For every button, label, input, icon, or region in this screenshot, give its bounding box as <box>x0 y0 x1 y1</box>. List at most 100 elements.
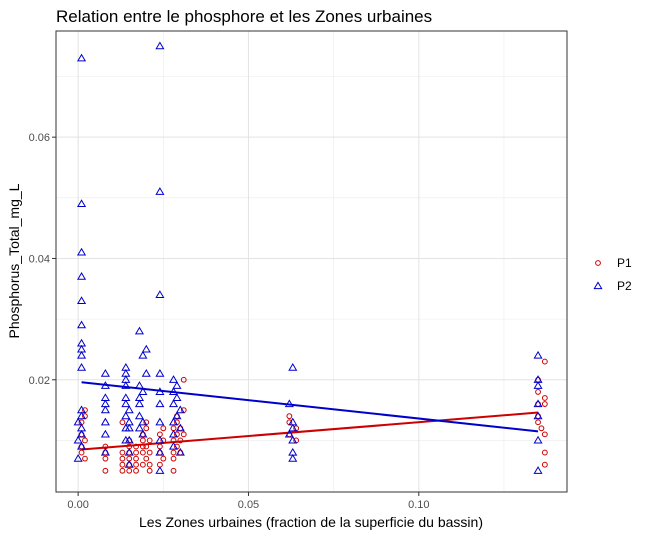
legend-key-p1 <box>595 260 601 266</box>
point-p2 <box>76 247 87 256</box>
y-axis-title: Phosphorus_Total_mg_L <box>6 183 22 338</box>
point-p1 <box>160 425 167 432</box>
point-p2 <box>76 350 87 359</box>
point-p1 <box>143 425 150 432</box>
point-p2 <box>134 423 145 432</box>
point-p1 <box>535 419 541 426</box>
point-p1 <box>133 461 139 468</box>
point-p2 <box>533 466 543 474</box>
point-p1 <box>286 413 293 420</box>
point-p1 <box>541 401 548 407</box>
point-p2 <box>121 369 131 377</box>
point-p1 <box>541 431 548 438</box>
point-p2 <box>175 405 185 414</box>
data-points <box>73 41 548 474</box>
chart-title: Relation entre le phosphore et les Zones… <box>56 7 433 26</box>
point-p2 <box>172 411 182 420</box>
point-p1 <box>126 467 133 474</box>
point-p2 <box>284 399 294 408</box>
point-p2 <box>76 362 87 371</box>
point-p1 <box>170 455 177 462</box>
point-p1 <box>133 455 139 462</box>
point-p2 <box>138 429 148 438</box>
point-p1 <box>535 389 541 395</box>
x-axis-title: Les Zones urbaines (fraction de la super… <box>139 514 483 530</box>
point-p2 <box>121 411 131 420</box>
plot-background <box>56 31 567 492</box>
point-p2 <box>76 423 87 432</box>
point-p1 <box>541 461 548 468</box>
point-p1 <box>170 449 177 456</box>
point-p2 <box>121 399 131 408</box>
legend-key-p2 <box>593 281 603 290</box>
point-p2 <box>134 381 145 389</box>
point-p2 <box>100 381 110 389</box>
point-p1 <box>541 358 548 365</box>
point-p2 <box>134 411 145 420</box>
point-p1 <box>180 431 187 438</box>
point-p2 <box>100 429 110 438</box>
point-p2 <box>141 369 151 377</box>
point-p2 <box>76 429 87 438</box>
point-p1 <box>538 425 545 432</box>
point-p2 <box>134 399 145 408</box>
point-p2 <box>76 344 87 353</box>
point-p2 <box>141 344 151 353</box>
point-p2 <box>168 387 179 395</box>
point-p1 <box>119 449 126 456</box>
point-p2 <box>76 338 87 347</box>
point-p2 <box>100 399 110 408</box>
point-p1 <box>102 467 109 474</box>
legend: P1 P2 <box>593 256 632 293</box>
point-p2 <box>155 187 165 195</box>
point-p1 <box>139 443 146 450</box>
point-p1 <box>143 455 150 462</box>
point-p2 <box>124 417 134 426</box>
y-tick-label: 0.02 <box>29 375 50 387</box>
x-tick-label: 0.10 <box>408 499 429 511</box>
point-p2 <box>284 429 294 438</box>
point-p1 <box>82 437 88 444</box>
point-p2 <box>155 466 165 474</box>
point-p2 <box>172 393 182 402</box>
point-p2 <box>73 435 83 444</box>
point-p1 <box>170 467 177 474</box>
point-p2 <box>73 453 83 462</box>
point-p1 <box>119 419 126 426</box>
point-p2 <box>124 460 134 468</box>
point-p2 <box>288 447 298 456</box>
point-p2 <box>533 375 543 383</box>
point-p1 <box>139 437 146 444</box>
point-p2 <box>100 369 110 377</box>
point-p1 <box>541 449 548 456</box>
point-p2 <box>168 429 179 438</box>
point-p2 <box>288 417 298 426</box>
point-p2 <box>172 381 182 389</box>
point-p2 <box>124 405 134 414</box>
point-p2 <box>288 423 298 432</box>
point-p2 <box>168 375 179 383</box>
point-p1 <box>82 455 88 462</box>
point-p2 <box>76 271 87 280</box>
point-p2 <box>121 362 131 371</box>
point-p1 <box>146 461 153 468</box>
point-p2 <box>155 447 165 456</box>
point-p2 <box>121 381 131 389</box>
plot-border <box>55 30 568 493</box>
point-p1 <box>143 443 150 450</box>
point-p2 <box>73 417 83 426</box>
y-tick-label: 0.06 <box>29 132 50 144</box>
point-p2 <box>121 393 131 402</box>
point-p2 <box>124 423 134 432</box>
point-p2 <box>175 423 185 432</box>
y-tick-label: 0.04 <box>29 253 50 265</box>
point-p2 <box>76 405 87 414</box>
legend-label-p1: P1 <box>617 256 632 270</box>
point-p2 <box>168 417 179 426</box>
point-p1 <box>541 395 548 401</box>
point-p2 <box>533 350 543 359</box>
axes: 0.00 0.05 0.10 0.02 0.04 0.06 <box>29 132 430 511</box>
point-p2 <box>288 362 298 371</box>
point-p2 <box>155 435 165 444</box>
